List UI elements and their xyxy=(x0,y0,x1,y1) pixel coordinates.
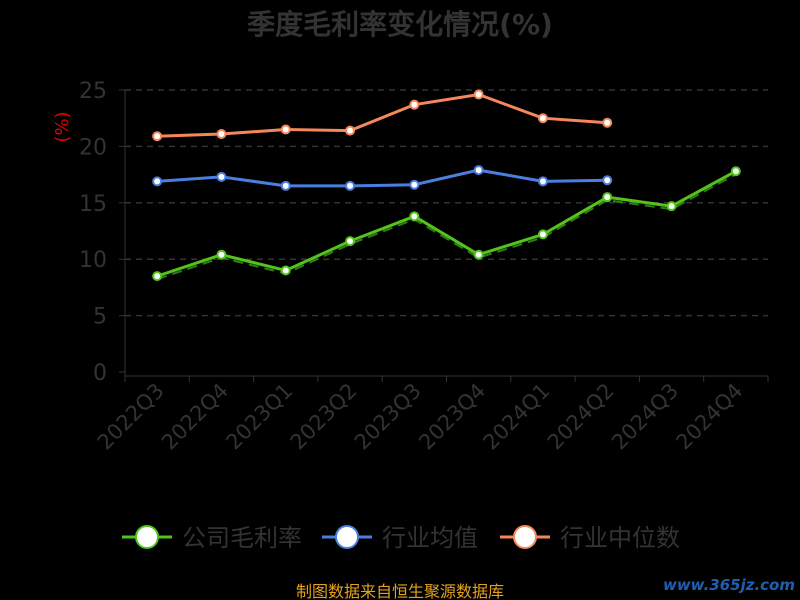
y-tick-label: 20 xyxy=(79,135,107,160)
x-tick-label: 2022Q3 xyxy=(93,379,169,455)
x-tick-label: 2024Q1 xyxy=(479,379,555,455)
data-point xyxy=(216,128,227,139)
data-point xyxy=(152,176,163,187)
series-line xyxy=(157,92,608,138)
data-point xyxy=(216,249,227,260)
legend: 公司毛利率 行业均值 行业中位数 xyxy=(122,524,680,552)
x-tick-label: 2024Q4 xyxy=(671,379,747,455)
y-axis-label: (%) xyxy=(52,111,73,142)
series-trend-line xyxy=(156,173,737,281)
data-point xyxy=(409,99,420,110)
data-point xyxy=(666,201,677,212)
series-group xyxy=(152,89,741,282)
legend-label: 公司毛利率 xyxy=(182,524,302,552)
data-point xyxy=(473,249,484,260)
legend-label: 行业均值 xyxy=(382,524,478,552)
chart-title: 季度毛利率变化情况(%) xyxy=(247,8,553,41)
data-point xyxy=(152,131,163,142)
data-point xyxy=(345,125,356,136)
data-point xyxy=(537,229,548,240)
source-text: 制图数据来自恒生聚源数据库 xyxy=(296,582,504,600)
data-point xyxy=(537,113,548,124)
x-tick-labels: 2022Q32022Q42023Q12023Q22023Q32023Q42024… xyxy=(93,376,769,455)
series-line xyxy=(156,169,737,278)
y-tick-label: 5 xyxy=(93,305,107,330)
data-point xyxy=(280,180,291,191)
legend-marker xyxy=(135,525,159,549)
data-point xyxy=(537,176,548,187)
data-point xyxy=(280,124,291,135)
legend-marker xyxy=(335,525,359,549)
y-tick-label: 10 xyxy=(79,248,107,273)
data-point xyxy=(473,165,484,176)
legend-label: 行业中位数 xyxy=(560,524,680,552)
data-point xyxy=(730,166,741,177)
legend-marker xyxy=(513,525,537,549)
data-point xyxy=(345,180,356,191)
y-tick-label: 15 xyxy=(79,192,107,217)
x-tick-label: 2023Q3 xyxy=(350,379,426,455)
grid-lines xyxy=(125,89,768,317)
data-point xyxy=(152,271,163,282)
data-point xyxy=(409,179,420,190)
watermark-text: www.365jz.com xyxy=(663,576,795,594)
data-point xyxy=(602,192,613,203)
x-tick-label: 2024Q3 xyxy=(607,379,683,455)
y-tick-labels: 0 5 10 15 20 25 xyxy=(79,79,125,386)
x-tick-label: 2023Q4 xyxy=(414,379,490,455)
data-point xyxy=(216,171,227,182)
x-tick-label: 2024Q2 xyxy=(543,379,619,455)
x-tick-label: 2022Q4 xyxy=(157,379,233,455)
data-point xyxy=(345,236,356,247)
data-point xyxy=(409,211,420,222)
x-tick-label: 2023Q1 xyxy=(221,379,297,455)
x-tick-label: 2023Q2 xyxy=(286,379,362,455)
data-point xyxy=(602,175,613,186)
data-point xyxy=(602,117,613,128)
y-tick-label: 0 xyxy=(93,361,107,386)
series-line xyxy=(157,168,608,188)
data-point xyxy=(280,265,291,276)
data-point xyxy=(473,89,484,100)
y-tick-label: 25 xyxy=(79,79,107,104)
